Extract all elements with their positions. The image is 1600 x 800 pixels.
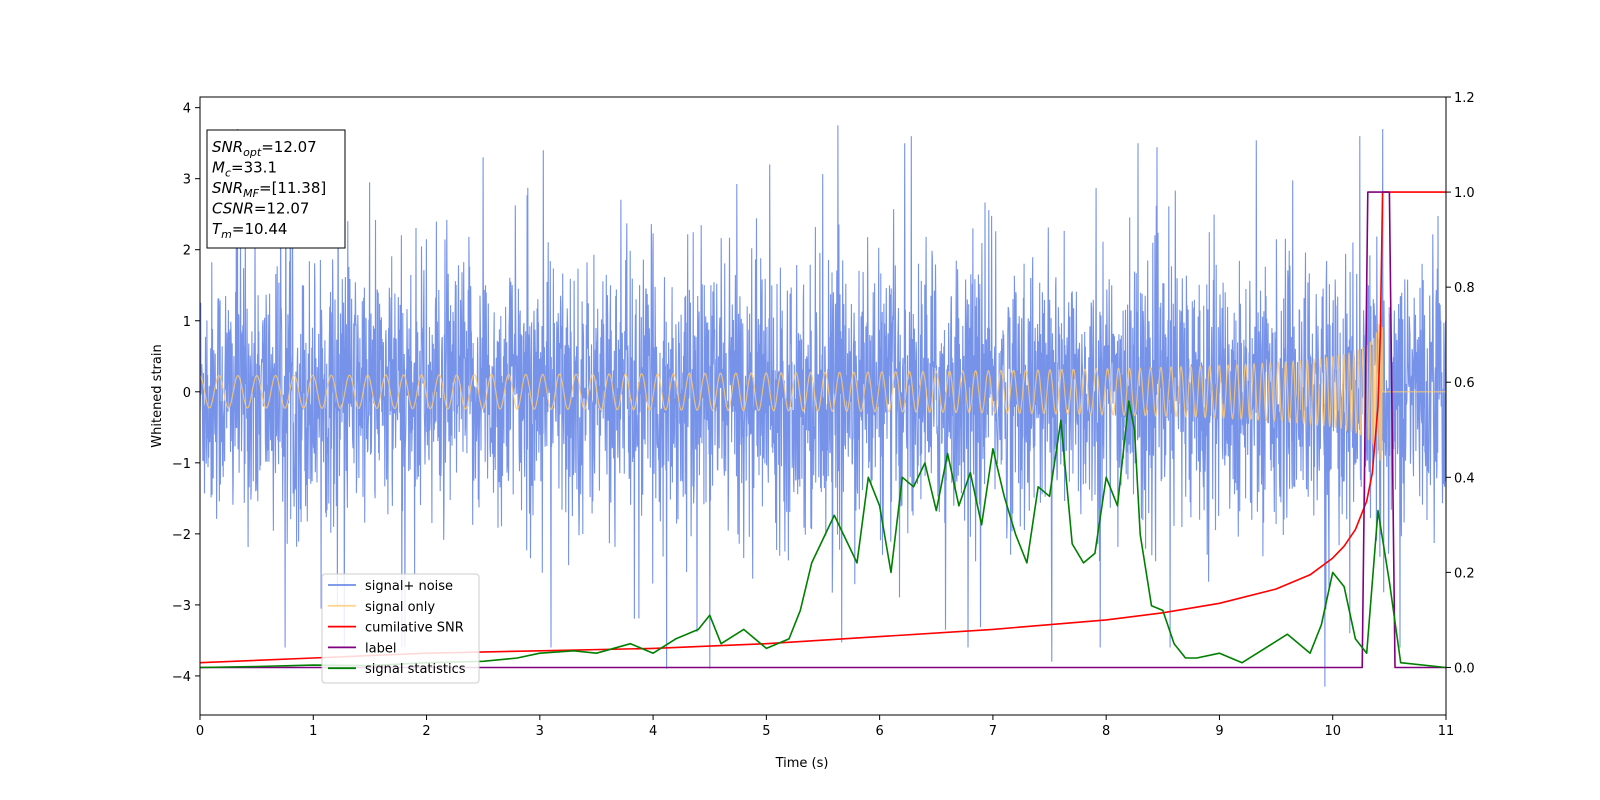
x-tick-label: 4 <box>649 724 657 739</box>
legend-frame <box>321 573 480 684</box>
y-axis-label: Whitened strain <box>150 344 165 447</box>
x-axis-label: Time (s) <box>775 756 829 771</box>
info-line: SNRopt=12.07 <box>212 138 317 159</box>
y-left-tick-label: −2 <box>172 528 191 543</box>
y-left-tick-label: −1 <box>172 457 191 472</box>
y-left-tick-label: 0 <box>183 386 191 401</box>
info-line: Mc=33.1 <box>212 159 277 180</box>
x-tick-label: 6 <box>875 724 883 739</box>
x-tick-label: 3 <box>536 724 544 739</box>
x-tick-label: 9 <box>1215 724 1223 739</box>
x-tick-label: 11 <box>1438 724 1455 739</box>
series-signal-statistics-line <box>200 400 1446 669</box>
legend-label: label <box>365 641 396 656</box>
x-tick-label: 1 <box>309 724 317 739</box>
y-right-tick-label: 0.4 <box>1454 471 1475 486</box>
legend-label: signal statistics <box>365 662 466 677</box>
y-right-tick-label: 0.8 <box>1454 281 1475 296</box>
y-left-tick-label: −3 <box>172 599 191 614</box>
x-tick-label: 0 <box>196 724 204 739</box>
info-line: CSNR=12.07 <box>212 200 309 218</box>
info-line: SNRMF=[11.38] <box>212 179 326 200</box>
y-left-tick-label: 4 <box>183 102 191 117</box>
y-left-tick-label: 1 <box>183 315 191 330</box>
y-right-tick-label: 0.0 <box>1454 661 1475 676</box>
y-right-tick-label: 0.6 <box>1454 376 1475 391</box>
series-cumulative-snr-line <box>200 191 1446 664</box>
series-signal-only-line <box>200 322 1446 461</box>
x-tick-label: 2 <box>422 724 430 739</box>
info-line: Tm=10.44 <box>212 220 287 241</box>
series-signal-noise-line <box>200 125 1446 687</box>
legend-label: signal+ noise <box>365 579 453 594</box>
axes: 0 1 2 3 4 5 6 7 8 9 10 11 −4 −3 −2 −1 0 1 2 3 4 0.0 0.2 0.4 0.6 0… <box>172 91 1475 739</box>
y-right-tick-label: 1.2 <box>1454 91 1475 106</box>
legend-label: cumilative SNR <box>365 621 464 636</box>
info-box: SNRopt=12.07Mc=33.1SNRMF=[11.38]CSNR=12.… <box>206 129 346 249</box>
plot-area <box>200 125 1446 687</box>
legend-label: signal only <box>365 600 435 615</box>
plot-frame <box>199 96 1447 716</box>
x-tick-label: 8 <box>1102 724 1110 739</box>
x-tick-label: 5 <box>762 724 770 739</box>
x-tick-label: 7 <box>989 724 997 739</box>
y-left-tick-label: 3 <box>183 173 191 188</box>
series-label-line <box>200 191 1446 669</box>
y-left-tick-label: −4 <box>172 670 191 685</box>
y-left-tick-label: 2 <box>183 244 191 259</box>
y-right-tick-label: 0.2 <box>1454 566 1475 581</box>
y-right-tick-label: 1.0 <box>1454 186 1475 201</box>
legend: signal+ noise signal only cumilative SNR la… <box>321 573 480 684</box>
info-box-frame <box>206 129 346 249</box>
x-tick-label: 10 <box>1324 724 1341 739</box>
